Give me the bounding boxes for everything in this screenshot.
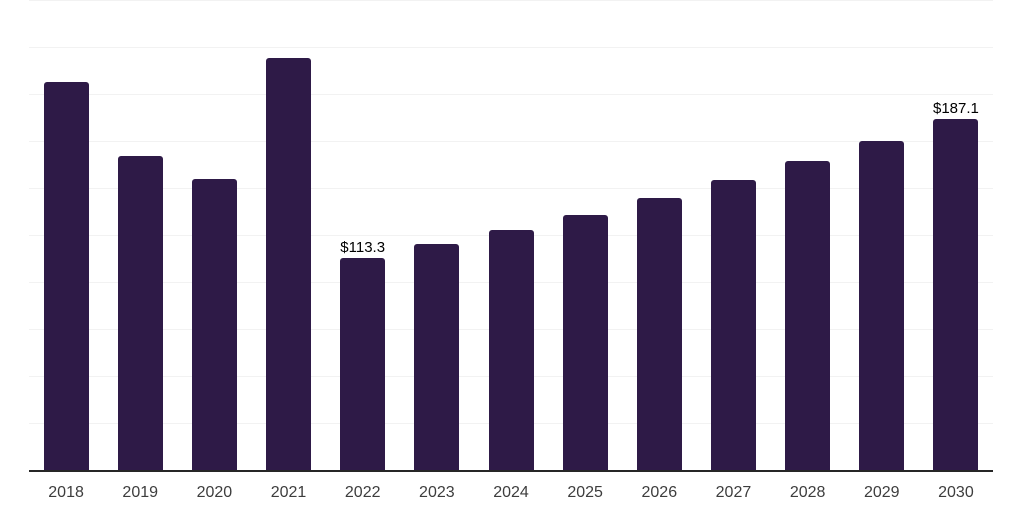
x-axis-line [29,470,993,472]
bar-2027 [710,179,756,471]
bar-value-label-2022: $113.3 [340,239,386,256]
bar-2025 [562,214,608,471]
gridline [29,188,993,189]
bar-2018 [43,82,89,471]
bar-2020 [191,179,237,471]
x-axis-labels: 2018 2019 2020 2021 2022 2023 2024 2025 2026 2027… [29,484,993,504]
x-tick-label-2030: 2030 [938,484,974,501]
gridline [29,141,993,142]
bar-2023 [414,244,460,471]
x-tick-label-2023: 2023 [419,484,455,501]
gridline [29,94,993,95]
bar-2030: $187.1 [933,101,979,471]
bar-2019 [117,155,163,471]
x-tick-label-2028: 2028 [789,484,826,501]
x-tick-label-2019: 2019 [122,484,159,501]
x-tick-label-2018: 2018 [48,484,84,501]
bar-value-label-2030: $187.1 [932,100,979,118]
x-tick-label-2029: 2029 [863,484,900,501]
bar-2021 [266,57,312,471]
x-tick-label-2022: 2022 [344,484,381,501]
plot-area: $113.3 $187.1 [29,0,993,472]
bar-2024 [488,229,534,471]
x-tick-label-2020: 2020 [196,484,233,501]
gridline [29,0,993,1]
x-tick-label-2021: 2021 [270,484,307,501]
bar-2022: $113.3 [340,240,386,471]
x-tick-label-2025: 2025 [567,484,603,501]
x-tick-label-2024: 2024 [493,484,529,501]
bar-2026 [636,198,682,471]
x-tick-label-2027: 2027 [715,484,752,501]
x-tick-label-2026: 2026 [641,484,678,501]
bar-2028 [785,161,831,471]
gridline [29,47,993,48]
bar-2029 [859,141,905,471]
